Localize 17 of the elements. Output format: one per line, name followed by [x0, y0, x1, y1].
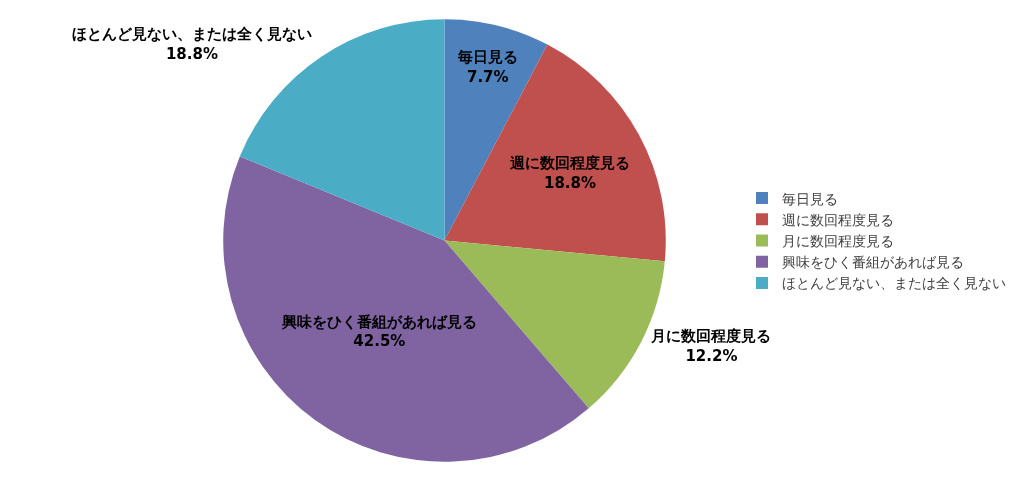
pie-slice — [239, 19, 445, 241]
data-label: 18.8% — [543, 173, 596, 192]
slice-label: 月に数回程度見る — [650, 327, 772, 346]
legend-label: 週に数回程度見る — [782, 211, 894, 228]
data-label: 18.8% — [165, 44, 218, 63]
legend-label: ほとんど見ない、または全く見ない — [782, 275, 1006, 292]
pie-slice — [444, 44, 666, 262]
slice-label: ほとんど見ない、または全く見ない — [71, 25, 312, 44]
data-label: 12.2% — [685, 346, 738, 365]
data-label: 42.5% — [353, 332, 406, 351]
slice-label: 毎日見る — [456, 48, 518, 67]
data-label: 7.7% — [466, 67, 509, 86]
legend-label: 月に数回程度見る — [782, 232, 894, 249]
slice-label: 興味をひく番組があれば見る — [280, 312, 477, 331]
slice-label: 週に数回程度見る — [508, 154, 630, 173]
legend-label: 興味をひく番組があれば見る — [782, 254, 964, 271]
legend-label: 毎日見る — [782, 190, 838, 207]
